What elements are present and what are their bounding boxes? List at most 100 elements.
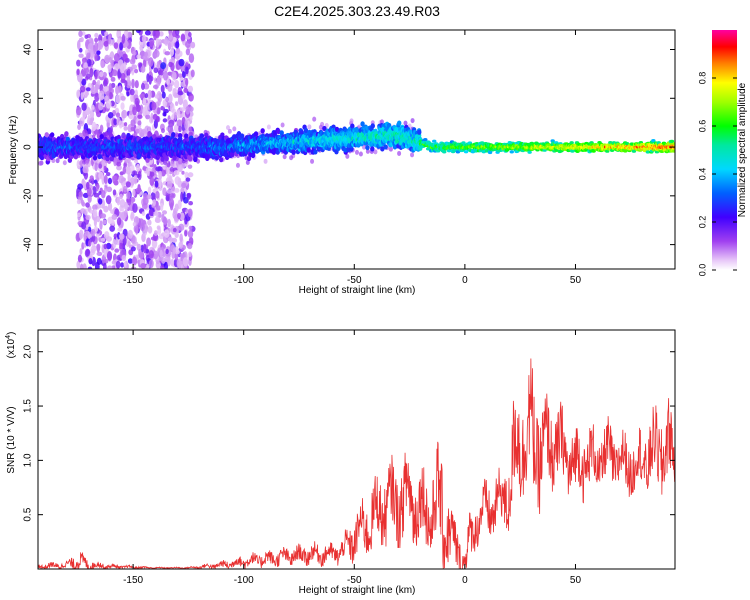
spectrogram-cell [182, 257, 189, 267]
spectrogram-cell [139, 222, 145, 232]
spectrogram-cell [103, 262, 107, 269]
spectrogram-cell [232, 126, 237, 132]
spectrogram-cell [104, 95, 109, 101]
spectrogram-cell [162, 217, 168, 225]
spectrogram-cell [135, 163, 141, 172]
spectrogram-cell [130, 214, 134, 220]
spectrogram-cell [76, 260, 81, 269]
spectrogram-cell [100, 190, 106, 199]
spectrogram-cell [312, 116, 317, 122]
spectrogram-cell [123, 261, 127, 268]
spectrogram-cell [109, 156, 114, 162]
spectrogram-cell [118, 85, 122, 94]
spectrogram-cell [106, 186, 113, 193]
spectrogram-cell [162, 118, 168, 123]
spectrogram-cell [78, 191, 84, 198]
spectrogram-cell [149, 171, 155, 177]
spectrogram-cell [156, 225, 161, 230]
spectrogram-cell [85, 87, 91, 92]
spectrogram-cell [131, 266, 137, 269]
spectrogram-cell [117, 227, 123, 232]
spectrogram-cell [102, 219, 107, 225]
spectrogram-cell [184, 229, 188, 237]
spectrogram-cell [172, 88, 177, 93]
spectrogram-cell [148, 209, 154, 216]
spectrogram-cell [116, 217, 122, 226]
spectrogram-cell [122, 53, 128, 62]
spectrogram-cell [39, 154, 45, 161]
spectrogram-cell [107, 202, 113, 212]
spectrogram-cell [62, 160, 67, 166]
spectrogram-cell [103, 86, 109, 92]
spectrogram-cell [83, 181, 87, 190]
spectrogram-cell [397, 120, 402, 126]
spectrogram-cell [174, 203, 179, 212]
spectrogram-cell [370, 146, 375, 152]
spectrogram-cell [87, 42, 94, 53]
spectrogram-cell [423, 138, 428, 142]
spectrogram-cell [172, 247, 176, 255]
spectrogram-cell [112, 189, 117, 196]
spectrogram-cell [168, 123, 173, 129]
spectrogram-cell [96, 50, 101, 56]
spectrogram-cell [80, 208, 86, 214]
spectrogram-cell [130, 176, 135, 186]
spectrogram-cell [171, 131, 176, 138]
spectrogram-cell [111, 69, 118, 77]
spectrogram-cell [179, 253, 185, 258]
spectrogram-cell [164, 51, 171, 56]
spectrogram-cell [144, 110, 151, 116]
spectrogram-cell [184, 66, 189, 75]
spectrogram-cell [178, 58, 185, 67]
spectrogram-cell [98, 90, 105, 101]
spectrogram-cell [76, 199, 82, 205]
spectrogram-cell [127, 172, 131, 183]
spectrogram-cell [160, 128, 165, 134]
spectrogram-cell [109, 225, 116, 232]
spectrogram-cell [141, 128, 146, 134]
spectrogram-cell [162, 187, 167, 196]
spectrogram-cell [153, 250, 159, 260]
spectrogram-cell [410, 152, 415, 158]
spectrogram-cell [79, 248, 83, 255]
spectrogram-cell [159, 249, 163, 258]
spectrogram-cell [239, 133, 245, 139]
spectrogram-cell [123, 40, 129, 48]
spectrogram-cell [279, 130, 284, 136]
spectrogram-cell [158, 179, 162, 189]
spectrogram-cell [162, 70, 169, 81]
spectrogram-cell [166, 166, 170, 177]
spectrogram-cell [138, 248, 142, 258]
spectrogram-cell [92, 208, 98, 218]
spectrogram-cell [170, 62, 175, 72]
spectrogram-cell [111, 260, 117, 265]
spectrogram-cell [185, 106, 191, 115]
spectrogram-cell [145, 167, 152, 172]
spectrogram-cell [106, 242, 112, 250]
spectrogram-cell [322, 125, 327, 132]
spectrogram-cell [113, 53, 120, 63]
spectrogram-cell [64, 131, 69, 137]
spectrogram-cell [105, 100, 112, 109]
spectrogram-cell [266, 124, 271, 130]
spectrogram-cell [227, 128, 232, 134]
spectrogram-cell [187, 243, 193, 250]
spectrogram-cell [82, 166, 89, 174]
spectrogram-cell [442, 150, 447, 154]
spectrogram-cell [103, 243, 108, 250]
spectrogram-cell [187, 229, 194, 239]
spectrogram-cell [123, 209, 128, 218]
spectrogram-cell [85, 91, 89, 96]
spectrogram-cell [345, 153, 350, 159]
spectrogram-cell [146, 73, 150, 83]
spectrogram-cell [109, 125, 113, 134]
spectrogram-cell [115, 112, 121, 118]
spectrogram-cell [189, 116, 193, 121]
spectrogram-cell [147, 89, 152, 100]
spectrogram-cell [169, 192, 176, 199]
spectrogram-cell [105, 90, 110, 96]
spectrogram-cell [137, 114, 143, 119]
spectrogram-cell [176, 258, 182, 269]
spectrogram-cell [184, 133, 189, 139]
spectrogram-cell [158, 31, 164, 37]
